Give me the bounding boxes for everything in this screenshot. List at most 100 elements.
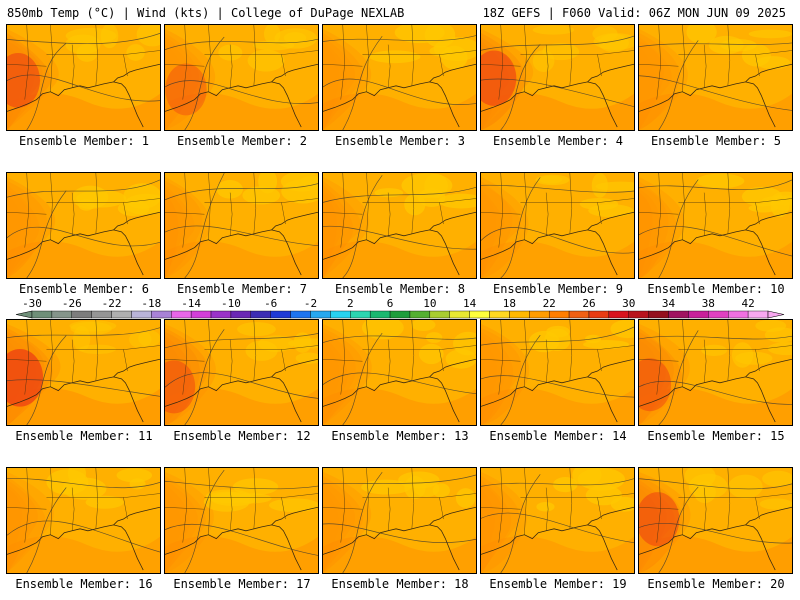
ensemble-map-panel [638, 24, 793, 131]
colorbar-segment [131, 310, 152, 319]
run-valid-time: 18Z GEFS | F060 Valid: 06Z MON JUN 09 20… [482, 6, 786, 20]
colorbar-segment [350, 310, 371, 319]
colorbar-segment [310, 310, 331, 319]
colorbar-segment [708, 310, 729, 319]
ensemble-map-panel [480, 467, 635, 574]
ensemble-member-label: Ensemble Member: 9 [492, 282, 624, 296]
ensemble-member-label: Ensemble Member: 17 [173, 577, 311, 591]
colorbar-segment [250, 310, 271, 319]
ensemble-member-label: Ensemble Member: 4 [492, 134, 624, 148]
colorbar-tick-label: 34 [662, 297, 676, 310]
ensemble-member-label: Ensemble Member: 8 [334, 282, 466, 296]
colorbar-segment [290, 310, 311, 319]
temperature-map [481, 320, 634, 425]
colorbar-tick-label: -14 [181, 297, 201, 310]
temperature-map [481, 173, 634, 278]
ensemble-member-label: Ensemble Member: 15 [647, 429, 785, 443]
colorbar-segment [210, 310, 232, 319]
colorbar-segment [648, 310, 669, 319]
ensemble-map-panel [6, 24, 161, 131]
ensemble-map-panel [6, 319, 161, 426]
colorbar-segment [747, 310, 769, 319]
ensemble-map-panel [638, 172, 793, 279]
colorbar-segment [111, 310, 132, 319]
ensemble-map-panel [480, 172, 635, 279]
colorbar-tick-label: -2 [304, 297, 317, 310]
temperature-map [7, 25, 160, 130]
temperature-map [7, 468, 160, 573]
colorbar-tick-label: 30 [622, 297, 635, 310]
ensemble-map-panel [638, 467, 793, 574]
colorbar-segment [330, 310, 351, 319]
ensemble-member-label: Ensemble Member: 11 [15, 429, 153, 443]
colorbar-segment [190, 310, 212, 319]
colorbar-segment [529, 310, 550, 319]
temperature-map [639, 25, 792, 130]
colorbar-segment [71, 310, 92, 319]
colorbar-tick-label: 10 [423, 297, 436, 310]
ensemble-map-panel [6, 172, 161, 279]
colorbar-segment [369, 310, 391, 319]
colorbar-tick-label: -6 [264, 297, 277, 310]
colorbar-tick-label: 6 [387, 297, 394, 310]
temperature-map [481, 25, 634, 130]
ensemble-map-panel [638, 319, 793, 426]
temperature-map [639, 173, 792, 278]
temperature-map [323, 25, 476, 130]
ensemble-map-panel [164, 467, 319, 574]
ensemble-member-label: Ensemble Member: 7 [176, 282, 308, 296]
ensemble-map-panel [6, 467, 161, 574]
temperature-map [7, 320, 160, 425]
temperature-map [165, 25, 318, 130]
temperature-map [7, 173, 160, 278]
ensemble-member-label: Ensemble Member: 1 [18, 134, 150, 148]
colorbar-tick-label: 2 [347, 297, 354, 310]
ensemble-member-label: Ensemble Member: 3 [334, 134, 466, 148]
colorbar-tick-label: -10 [221, 297, 241, 310]
ensemble-member-label: Ensemble Member: 2 [176, 134, 308, 148]
colorbar-segment [51, 310, 72, 319]
ensemble-member-label: Ensemble Member: 13 [331, 429, 469, 443]
colorbar-segment [568, 310, 590, 319]
ensemble-map-panel [322, 24, 477, 131]
temperature-map [639, 320, 792, 425]
colorbar-tick-label: -18 [141, 297, 161, 310]
colorbar-segment [628, 310, 649, 319]
ensemble-member-label: Ensemble Member: 16 [15, 577, 153, 591]
colorbar-tick-label: 18 [503, 297, 516, 310]
ensemble-member-label: Ensemble Member: 14 [489, 429, 627, 443]
colorbar-segment [171, 310, 192, 319]
temperature-map [165, 320, 318, 425]
ensemble-member-label: Ensemble Member: 12 [173, 429, 311, 443]
temperature-colorbar: -30 -26 -22 -18 -14 -10 -6 -2 2 6 10 14 18 22 26 30 34 38… [15, 297, 785, 319]
colorbar-tick-label: -26 [62, 297, 82, 310]
colorbar-segment [230, 310, 252, 319]
temperature-map [481, 468, 634, 573]
product-title: 850mb Temp (°C) | Wind (kts) | College o… [7, 6, 405, 20]
ensemble-member-label: Ensemble Member: 19 [489, 577, 627, 591]
colorbar-segment [91, 310, 112, 319]
ensemble-member-label: Ensemble Member: 18 [331, 577, 469, 591]
ensemble-map-panel [164, 319, 319, 426]
colorbar-segment [469, 310, 490, 319]
temperature-map [323, 468, 476, 573]
colorbar-segment [688, 310, 709, 319]
ensemble-map-panel [322, 467, 477, 574]
colorbar-segment [449, 310, 470, 319]
colorbar-segment [548, 310, 570, 319]
temperature-map [323, 320, 476, 425]
ensemble-map-panel [480, 319, 635, 426]
colorbar-tick-label: -22 [102, 297, 122, 310]
colorbar-min-arrow [15, 310, 33, 319]
temperature-map [323, 173, 476, 278]
temperature-map [165, 173, 318, 278]
ensemble-member-label: Ensemble Member: 20 [647, 577, 785, 591]
colorbar-segment [489, 310, 510, 319]
temperature-map [165, 468, 318, 573]
colorbar-max-arrow [767, 310, 785, 319]
colorbar-tick-label: 14 [463, 297, 477, 310]
ensemble-member-label: Ensemble Member: 10 [647, 282, 785, 296]
colorbar-segment [409, 310, 431, 319]
colorbar-segment [588, 310, 610, 319]
colorbar-segment [608, 310, 629, 319]
